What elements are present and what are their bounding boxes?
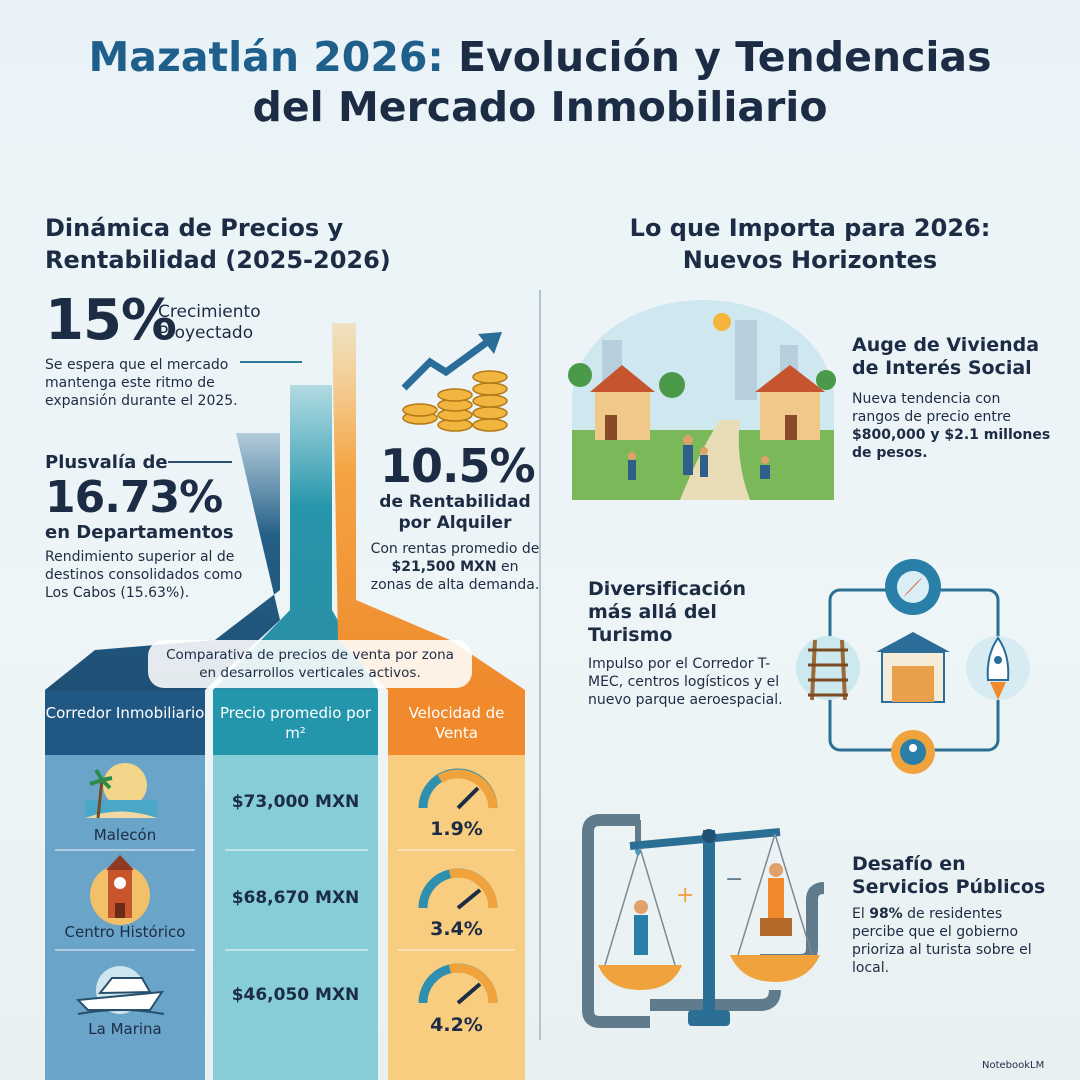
zone-name: La Marina bbox=[88, 1020, 162, 1038]
column-body bbox=[388, 755, 525, 1080]
item-title: Diversificación más allá del Turismo bbox=[588, 578, 746, 646]
gauge-icons bbox=[418, 768, 498, 1005]
stat-value: 15% bbox=[45, 288, 177, 353]
minus-sign: − bbox=[725, 867, 743, 892]
title-accent: Mazatlán 2026: bbox=[88, 33, 444, 81]
velocity-cell: 1.9% bbox=[430, 818, 483, 840]
stat-desc: Rendimiento superior al de destinos cons… bbox=[45, 549, 243, 601]
callout: Comparativa de precios de venta por zona… bbox=[148, 640, 472, 688]
village-illustration bbox=[568, 300, 836, 500]
velocity-cell: 3.4% bbox=[430, 918, 483, 940]
desc-text: El bbox=[852, 906, 865, 922]
stat-label: de Rentabilidad por Alquiler bbox=[379, 492, 531, 533]
zone-name: Centro Histórico bbox=[64, 923, 186, 941]
coins-arrow-icon bbox=[401, 332, 508, 432]
desc-bold: $800,000 y $2.1 millones de pesos. bbox=[852, 427, 1051, 461]
table-header: Corredor Inmobiliario bbox=[45, 704, 205, 722]
plus-sign: + bbox=[676, 883, 694, 908]
scale-illustration: + − bbox=[582, 814, 825, 1028]
item-title: Auge de Vivienda de Interés Social bbox=[852, 334, 1040, 379]
desc-text: Con rentas promedio de bbox=[370, 541, 540, 557]
table-header: Precio promedio por m² bbox=[219, 704, 372, 742]
title-line: Mazatlán 2026: Evolución y Tendencias bbox=[0, 32, 1080, 82]
section-heading: Lo que Importa para 2026: Nuevos Horizon… bbox=[629, 214, 991, 274]
stat-value: 16.73% bbox=[45, 472, 223, 523]
item-desc: Impulso por el Corredor T-MEC, centros l… bbox=[588, 656, 783, 708]
stat-suffix: en Departamentos bbox=[45, 522, 234, 543]
desc-bold: $21,500 MXN bbox=[391, 559, 497, 575]
item-title: Desafío en Servicios Públicos bbox=[852, 853, 1046, 898]
velocity-cell: 4.2% bbox=[430, 1014, 483, 1036]
title-text: Evolución y Tendencias bbox=[458, 33, 992, 81]
zone-name: Malecón bbox=[93, 826, 157, 844]
header-cell bbox=[388, 690, 525, 755]
stat-value: 10.5% bbox=[380, 439, 536, 493]
desc-text: de residentes percibe que el gobierno pr… bbox=[852, 906, 1032, 976]
row-dividers bbox=[55, 849, 515, 951]
stat-prefix: Plusvalía de bbox=[45, 452, 168, 473]
desc-text: Nueva tendencia con rangos de precio ent… bbox=[852, 391, 1011, 425]
item-desc: Nueva tendencia con rangos de precio ent… bbox=[852, 390, 1052, 462]
diversification-illustration bbox=[796, 559, 1030, 774]
yacht-icon bbox=[75, 966, 165, 1015]
stat-desc: Se espera que el mercado mantenga este r… bbox=[45, 357, 238, 409]
beach-icon bbox=[85, 763, 157, 819]
table-header: Velocidad de Venta bbox=[408, 704, 505, 742]
desc-bold: 98% bbox=[869, 906, 903, 922]
ribbon-teal bbox=[213, 385, 378, 690]
stat-desc: Con rentas promedio de $21,500 MXN en zo… bbox=[370, 540, 540, 594]
footer-brand: NotebookLM bbox=[982, 1060, 1045, 1071]
ribbon-blue bbox=[45, 433, 280, 690]
price-cell: $73,000 MXN bbox=[231, 792, 360, 812]
clocktower-icon bbox=[90, 855, 150, 925]
column-body bbox=[213, 755, 378, 1080]
price-cell: $68,670 MXN bbox=[231, 888, 360, 908]
header-cell bbox=[213, 690, 378, 755]
item-desc: El 98% de residentes percibe que el gobi… bbox=[852, 905, 1042, 977]
stat-label: Crecimiento Proyectado bbox=[158, 302, 261, 343]
price-cell: $46,050 MXN bbox=[231, 985, 360, 1005]
title-line: del Mercado Inmobiliario bbox=[252, 83, 828, 131]
header-cell bbox=[45, 690, 205, 755]
desc-text: en zonas de alta demanda. bbox=[370, 559, 540, 593]
section-heading: Dinámica de Precios y Rentabilidad (2025… bbox=[45, 214, 391, 274]
